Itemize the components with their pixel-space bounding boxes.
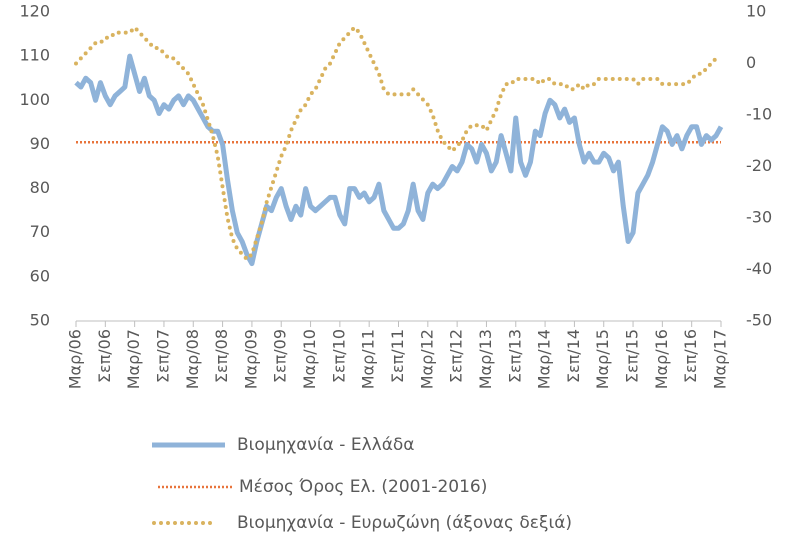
x-tick-label: Μαρ/17 xyxy=(711,329,730,389)
x-tick-label: Μαρ/12 xyxy=(417,329,436,389)
x-tick-label: Σεπ/16 xyxy=(681,329,700,383)
y2-tick-label: 0 xyxy=(746,53,756,72)
y-tick-label: 50 xyxy=(30,311,50,330)
legend-label: Βιομηχανία - Ελλάδα xyxy=(237,435,415,455)
series-line xyxy=(74,24,723,263)
x-tick-label: Μαρ/07 xyxy=(124,329,143,389)
x-tick-label: Μαρ/11 xyxy=(359,329,378,389)
x-tick-label: Μαρ/09 xyxy=(241,329,260,389)
y2-tick-label: -20 xyxy=(746,156,772,175)
y-tick-label: 120 xyxy=(19,2,50,21)
x-tick-label: Σεπ/10 xyxy=(329,329,348,383)
x-tick-label: Μαρ/15 xyxy=(593,329,612,389)
y2-tick-label: 10 xyxy=(746,2,766,21)
x-tick-label: Σεπ/14 xyxy=(564,329,583,383)
x-tick-label: Μαρ/14 xyxy=(535,329,554,389)
y2-tick-label: -50 xyxy=(746,311,772,330)
legend-label: Βιομηχανία - Ευρωζώνη (άξονας δεξιά) xyxy=(237,513,572,533)
y-tick-label: 80 xyxy=(30,178,50,197)
y-tick-label: 110 xyxy=(19,46,50,65)
y2-tick-label: -30 xyxy=(746,208,772,227)
x-tick-label: Σεπ/13 xyxy=(505,329,524,383)
y2-tick-label: -10 xyxy=(746,105,772,124)
x-tick-label: Μαρ/13 xyxy=(476,329,495,389)
series-line xyxy=(74,53,724,267)
x-tick-label: Σεπ/11 xyxy=(388,329,407,383)
x-tick-label: Σεπ/15 xyxy=(623,329,642,383)
x-tick-label: Σεπ/08 xyxy=(212,329,231,383)
x-tick-label: Σεπ/09 xyxy=(271,329,290,383)
y-tick-label: 90 xyxy=(30,134,50,153)
x-tick-label: Μαρ/10 xyxy=(300,329,319,389)
x-tick-label: Μαρ/06 xyxy=(66,329,85,389)
x-tick-label: Σεπ/12 xyxy=(447,329,466,383)
y-tick-label: 60 xyxy=(30,266,50,285)
y-tick-label: 70 xyxy=(30,222,50,241)
x-tick-label: Σεπ/06 xyxy=(95,329,114,383)
x-tick-label: Μαρ/08 xyxy=(183,329,202,389)
y-tick-label: 100 xyxy=(19,90,50,109)
y2-tick-label: -40 xyxy=(746,259,772,278)
x-tick-label: Μαρ/16 xyxy=(652,329,671,389)
legend-label: Μέσος Όρος Ελ. (2001-2016) xyxy=(239,477,487,497)
x-tick-label: Σεπ/07 xyxy=(153,329,172,383)
